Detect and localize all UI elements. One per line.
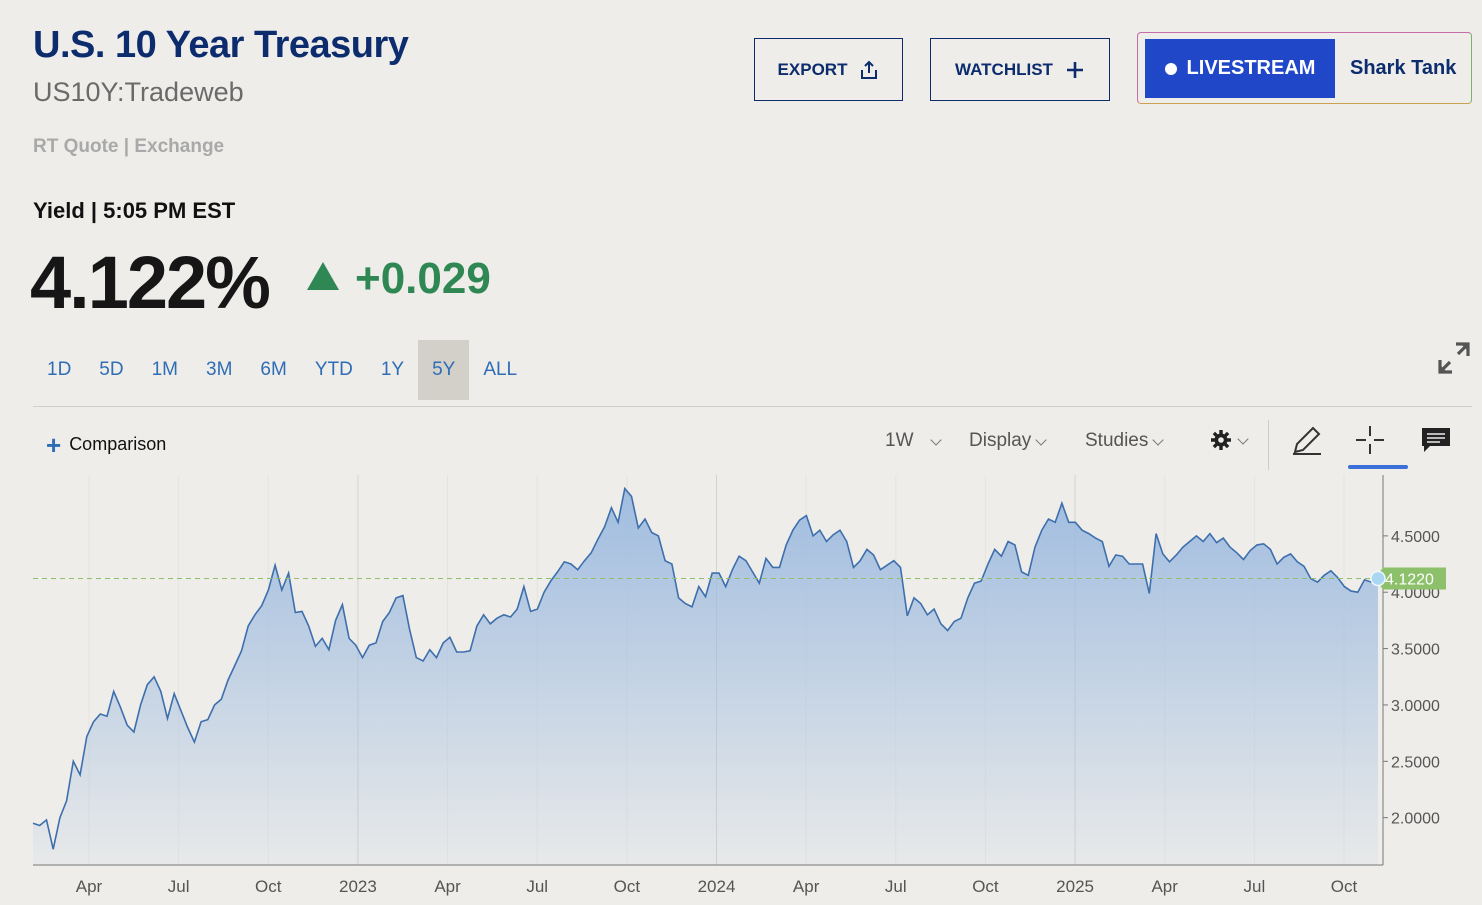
y-tick-label: 4.0000: [1391, 585, 1440, 602]
page-title: U.S. 10 Year Treasury: [33, 24, 409, 66]
x-tick-label: 2023: [339, 877, 377, 896]
toolbar-divider: [1268, 420, 1269, 470]
chevron-down-icon: [1152, 434, 1165, 446]
x-tick-label: Oct: [972, 877, 999, 896]
x-tick-label: Jul: [526, 877, 548, 896]
range-tab-6m[interactable]: 6M: [260, 359, 287, 380]
comparison-label: Comparison: [69, 434, 167, 454]
yield-timestamp: Yield | 5:05 PM EST: [33, 198, 236, 223]
display-dropdown[interactable]: Display: [969, 430, 1047, 452]
range-tab-1d[interactable]: 1D: [47, 359, 72, 380]
expand-icon[interactable]: [1434, 338, 1474, 378]
settings-dropdown[interactable]: [1209, 428, 1249, 452]
share-icon: [861, 60, 878, 79]
plus-icon: +: [46, 429, 62, 460]
price-change: +0.029: [355, 254, 491, 303]
price-value: 4.122%: [30, 241, 271, 324]
comment-icon[interactable]: [1418, 422, 1454, 458]
x-tick-label: Jul: [885, 877, 907, 896]
x-tick-label: Apr: [793, 877, 820, 896]
studies-dropdown[interactable]: Studies: [1085, 430, 1165, 452]
x-tick-label: Apr: [76, 877, 103, 896]
interval-label: 1W: [885, 430, 914, 451]
divider: [33, 406, 1472, 407]
x-tick-label: Apr: [1151, 877, 1178, 896]
quote-type-label: RT Quote | Exchange: [33, 136, 225, 157]
range-tab-5d[interactable]: 5D: [99, 359, 124, 380]
x-tick-label: 2024: [698, 877, 736, 896]
chevron-down-icon: [1035, 434, 1047, 446]
display-label: Display: [969, 430, 1032, 451]
y-tick-label: 3.5000: [1391, 642, 1440, 659]
interval-dropdown[interactable]: 1W: [885, 430, 942, 452]
range-tab-ytd[interactable]: YTD: [314, 359, 353, 380]
current-point-marker: [1370, 570, 1386, 587]
settings-icon: [1211, 430, 1231, 450]
x-tick-label: 2025: [1056, 877, 1094, 896]
symbol-label: US10Y:Tradeweb: [33, 77, 244, 107]
livestream-label: LIVESTREAM: [1186, 57, 1316, 79]
x-tick-label: Jul: [1243, 877, 1265, 896]
live-dot-icon: [1164, 62, 1177, 75]
x-tick-label: Jul: [168, 877, 190, 896]
range-tab-1m[interactable]: 1M: [151, 359, 178, 380]
series-line: [32, 486, 1379, 850]
range-tab-3m[interactable]: 3M: [206, 359, 233, 380]
studies-label: Studies: [1085, 430, 1149, 451]
range-tab-all[interactable]: ALL: [483, 359, 518, 380]
current-value-label: 4.1220: [1385, 571, 1434, 588]
livestream-button[interactable]: LIVESTREAM: [1145, 39, 1335, 98]
y-tick-label: 3.0000: [1391, 698, 1440, 715]
range-tab-5y[interactable]: 5Y: [418, 340, 470, 400]
promo-link[interactable]: Shark Tank: [1350, 57, 1457, 79]
livestream-promo: LIVESTREAM Shark Tank: [1137, 32, 1472, 104]
watchlist-button[interactable]: WATCHLIST: [930, 38, 1110, 101]
y-tick-label: 4.5000: [1391, 529, 1440, 546]
up-arrow-icon: [307, 262, 339, 290]
series-area: [33, 488, 1378, 865]
chevron-down-icon: [929, 434, 942, 446]
export-label: EXPORT: [777, 59, 848, 79]
x-tick-label: Oct: [255, 877, 282, 896]
yield-chart[interactable]: Apr Jul Oct 2023 Apr Jul Oct 2024 Apr Jul Oct 2025 A…: [0, 470, 1482, 905]
y-tick-label: 2.5000: [1391, 754, 1440, 771]
export-button[interactable]: EXPORT: [754, 38, 903, 101]
x-tick-label: Oct: [1331, 877, 1358, 896]
x-tick-label: Oct: [614, 877, 641, 896]
x-tick-label: Apr: [434, 877, 461, 896]
current-value-badge: [1375, 567, 1446, 590]
plus-icon: [1066, 61, 1083, 78]
crosshair-icon[interactable]: [1352, 422, 1388, 458]
active-tool-indicator: [1348, 465, 1408, 469]
chevron-down-icon: [1237, 433, 1249, 445]
pencil-icon[interactable]: [1289, 422, 1325, 458]
watchlist-label: WATCHLIST: [955, 59, 1053, 79]
range-tab-1y[interactable]: 1Y: [380, 359, 405, 380]
range-tabs: 1D 5D 1M 3M 6M YTD 1Y 5Y ALL: [33, 340, 531, 400]
y-tick-label: 2.0000: [1391, 811, 1440, 828]
comparison-button[interactable]: + Comparison: [46, 429, 167, 460]
